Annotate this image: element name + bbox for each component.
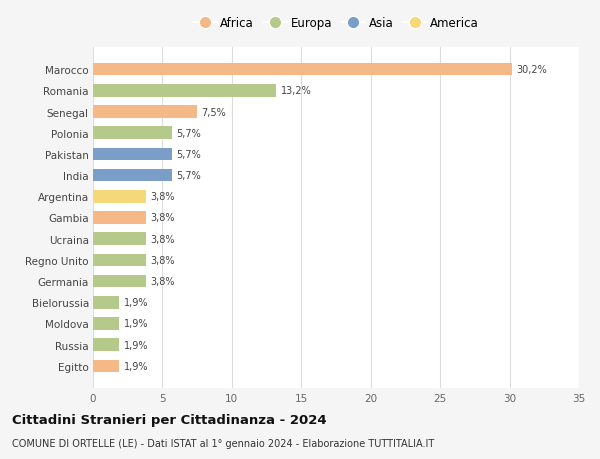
Text: 3,8%: 3,8% xyxy=(150,192,175,202)
Text: 3,8%: 3,8% xyxy=(150,213,175,223)
Bar xyxy=(93,233,146,246)
Bar xyxy=(93,85,276,97)
Text: 7,5%: 7,5% xyxy=(202,107,226,117)
Bar xyxy=(93,296,119,309)
Bar xyxy=(93,169,172,182)
Text: 1,9%: 1,9% xyxy=(124,340,148,350)
Bar xyxy=(93,318,119,330)
Text: 3,8%: 3,8% xyxy=(150,276,175,286)
Bar xyxy=(93,339,119,351)
Text: 3,8%: 3,8% xyxy=(150,255,175,265)
Text: 5,7%: 5,7% xyxy=(176,150,201,160)
Bar xyxy=(93,360,119,372)
Bar xyxy=(93,212,146,224)
Text: 3,8%: 3,8% xyxy=(150,234,175,244)
Text: COMUNE DI ORTELLE (LE) - Dati ISTAT al 1° gennaio 2024 - Elaborazione TUTTITALIA: COMUNE DI ORTELLE (LE) - Dati ISTAT al 1… xyxy=(12,438,434,448)
Text: Cittadini Stranieri per Cittadinanza - 2024: Cittadini Stranieri per Cittadinanza - 2… xyxy=(12,413,326,426)
Bar xyxy=(93,148,172,161)
Bar xyxy=(93,275,146,288)
Bar xyxy=(93,64,512,76)
Bar xyxy=(93,106,197,118)
Text: 1,9%: 1,9% xyxy=(124,361,148,371)
Text: 1,9%: 1,9% xyxy=(124,319,148,329)
Bar xyxy=(93,254,146,267)
Bar xyxy=(93,127,172,140)
Text: 30,2%: 30,2% xyxy=(517,65,547,75)
Legend: Africa, Europa, Asia, America: Africa, Europa, Asia, America xyxy=(191,15,481,33)
Text: 13,2%: 13,2% xyxy=(280,86,311,96)
Text: 5,7%: 5,7% xyxy=(176,129,201,139)
Bar xyxy=(93,190,146,203)
Text: 5,7%: 5,7% xyxy=(176,171,201,181)
Text: 1,9%: 1,9% xyxy=(124,297,148,308)
